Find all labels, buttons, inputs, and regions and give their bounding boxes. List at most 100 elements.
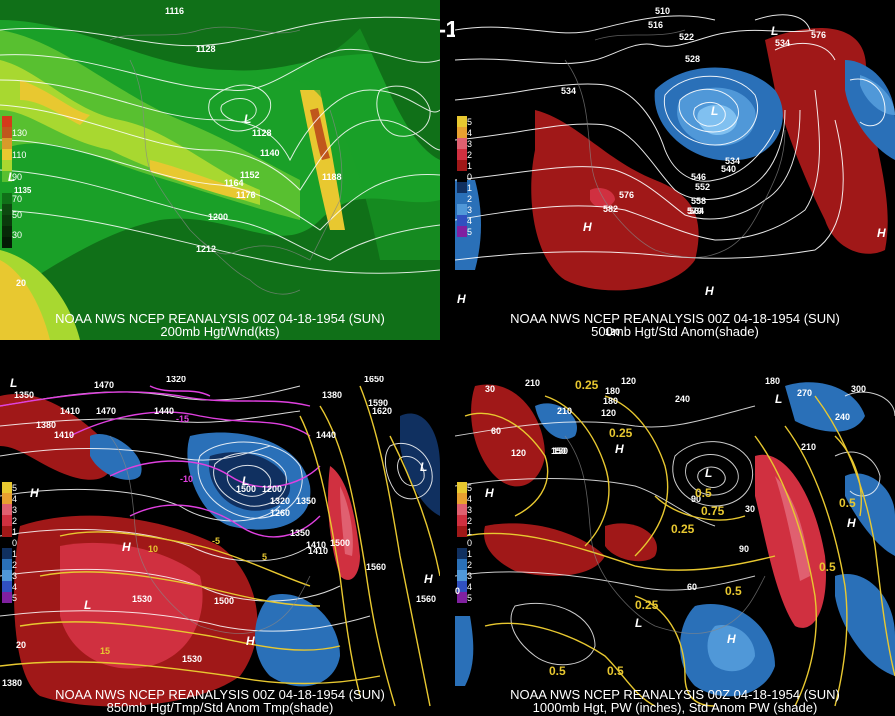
legend-tick: 0 [467, 538, 473, 548]
contour-label: 534 [725, 156, 741, 166]
legend-tick: 4 [467, 494, 473, 504]
contour-label: 240 [835, 412, 851, 422]
high-pressure-symbol: H [485, 486, 494, 500]
contour-label: 120 [621, 376, 637, 386]
contour-label: 1380 [322, 390, 343, 400]
contour-label: 30 [485, 384, 496, 394]
map-850mb [0, 376, 440, 716]
contour-label: 528 [685, 54, 701, 64]
contour-label: 10 [148, 544, 159, 554]
contour-label: 0.5 [607, 664, 624, 678]
legend-tick: 90 [12, 172, 23, 182]
contour-label: 1116 [165, 6, 185, 16]
legend-tick: 1 [467, 183, 473, 193]
contour-label: 0.25 [609, 426, 633, 440]
contour-label: 558 [691, 196, 707, 206]
contour-label: 1440 [316, 430, 337, 440]
contour-label: 0.5 [819, 560, 836, 574]
contour-label: 576 [811, 30, 827, 40]
low-pressure-symbol: L [244, 112, 252, 126]
contour-label: 510 [655, 6, 671, 16]
legend-tick: 3 [467, 571, 473, 581]
panel-caption-field: 850mb Hgt/Tmp/Std Anom Tmp(shade) [106, 700, 334, 715]
contour-label: 1350 [14, 390, 35, 400]
wind-shade-90a [20, 80, 90, 125]
contour-label: 1560 [366, 562, 387, 572]
temp-anomaly-negative-south [255, 594, 340, 687]
contour-label: 1440 [154, 406, 175, 416]
wind-shade-70 [0, 60, 260, 205]
map-200mb [0, 0, 440, 340]
contour-label: 570 [687, 206, 703, 216]
contour-label: 0.5 [839, 496, 856, 510]
contour-label: 0.5 [695, 486, 712, 500]
map-1000mb [455, 376, 895, 716]
legend-tick: 3 [12, 571, 18, 581]
contour-label: 1128 [196, 44, 216, 54]
legend-tick: 30 [12, 230, 23, 240]
high-pressure-symbol: H [30, 486, 39, 500]
contour-label: -5 [212, 536, 221, 546]
contour-label: 90 [739, 544, 750, 554]
contour-label: 1530 [132, 594, 153, 604]
contour-label: 1350 [290, 528, 311, 538]
legend-tick: 4 [12, 494, 18, 504]
legend-tick: 5 [467, 483, 473, 493]
contour-label: 1350 [296, 496, 317, 506]
panel-caption-field: 200mb Hgt/Wnd(kts) [160, 324, 280, 339]
high-pressure-symbol: H [877, 226, 886, 240]
low-pressure-symbol: L [771, 24, 779, 38]
legend-tick: 1 [467, 161, 473, 171]
contour-label: 516 [648, 20, 664, 30]
contour-label: 240 [675, 394, 691, 404]
temp-anomaly-positive-nw [0, 394, 113, 480]
legend-tick: 2 [12, 516, 18, 526]
contour-label: 534 [775, 38, 791, 48]
legend-tick: 3 [467, 205, 473, 215]
contour-label: 1188 [322, 172, 342, 182]
contour-label: 120 [511, 448, 527, 458]
legend-tick: 2 [467, 560, 473, 570]
legend-tick: 1 [467, 527, 473, 537]
contour-label: 90 [691, 494, 702, 504]
low-pressure-symbol: L [775, 392, 783, 406]
legend-tick: 50 [12, 210, 23, 220]
legend-tick: 4 [467, 216, 473, 226]
anomaly-positive-west [531, 110, 699, 291]
contour-label: 1500 [236, 484, 257, 494]
high-pressure-symbol: H [847, 516, 856, 530]
contour-label: 1135 [14, 186, 32, 195]
legend-tick: 5 [12, 593, 18, 603]
pw-anomaly-positive-nw [471, 384, 545, 487]
contour-label: 150 [551, 446, 567, 456]
panel-caption-field: 500mb Hgt/Std Anom(shade) [591, 324, 759, 339]
contour-label: -15 [176, 414, 190, 424]
contour-label: 552 [695, 182, 711, 192]
contour-label: 120 [601, 408, 617, 418]
contour-label: 210 [525, 378, 541, 388]
contour-label: 180 [605, 386, 621, 396]
contour-label: 1650 [364, 376, 385, 384]
contour-label: 576 [619, 190, 635, 200]
legend-tick: 4 [12, 582, 18, 592]
panel-caption-source: NOAA NWS NCEP REANALYSIS 00Z 04-18-1954 … [55, 687, 385, 702]
contour-label: 1152 [240, 170, 260, 180]
contour-label: 540 [721, 164, 737, 174]
contour-label: 1200 [262, 484, 283, 494]
contour-label: 1590 [368, 398, 389, 408]
high-pressure-symbol: H [424, 572, 433, 586]
legend-temp-anomaly [2, 482, 12, 603]
wind-shade-jet-east [300, 90, 345, 230]
contour-label: 1380 [36, 420, 57, 430]
legend-pw-anomaly [457, 482, 467, 603]
low-pressure-symbol: L [84, 598, 92, 612]
legend-tick: 130 [12, 128, 28, 138]
contour-label: 0.75 [701, 504, 725, 518]
legend-tick: 5 [467, 593, 473, 603]
contour-label: 5 [262, 552, 268, 562]
wind-shade-90b [150, 160, 250, 200]
contour-label: 1560 [416, 594, 437, 604]
panel-1000mb-height-pw-anomaly: 5 4 3 2 1 0 1 2 3 4 5 210 180 120 240 21… [455, 376, 895, 716]
high-pressure-symbol: H [727, 632, 736, 646]
high-pressure-symbol: H [246, 634, 255, 648]
